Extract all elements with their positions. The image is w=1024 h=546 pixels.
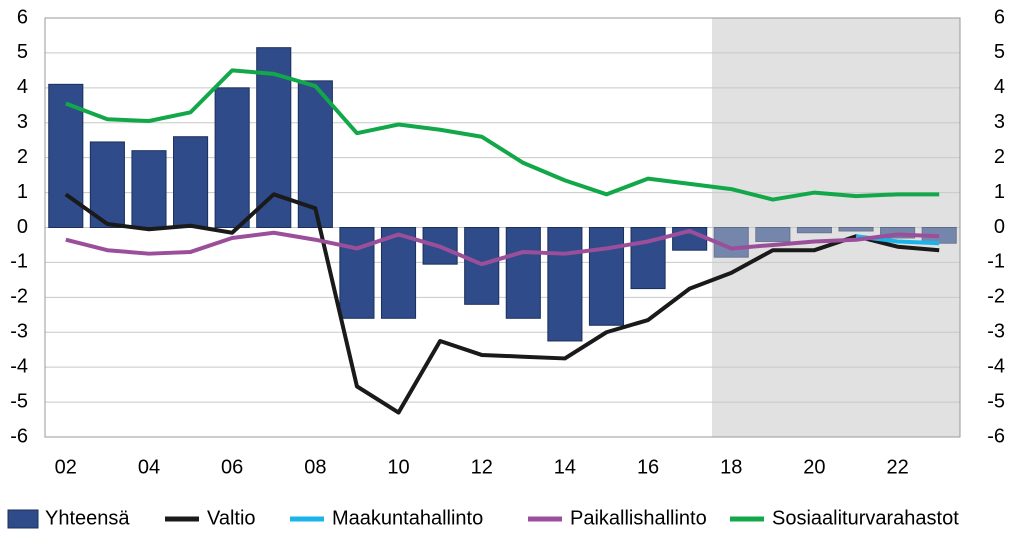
x-tick-label: 02: [55, 456, 77, 478]
x-tick-label: 16: [637, 456, 659, 478]
y2-tick-label: -3: [987, 321, 1005, 343]
y2-tick-label: -2: [987, 286, 1005, 308]
y-tick-label: -6: [10, 425, 28, 447]
y-tick-label: 0: [17, 216, 28, 238]
y-tick-label: 5: [17, 41, 28, 63]
legend-label: Paikallishallinto: [570, 507, 707, 529]
y-tick-label: 1: [17, 181, 28, 203]
x-tick-label: 22: [886, 456, 908, 478]
legend-label: Maakuntahallinto: [332, 507, 483, 529]
y2-tick-label: 5: [994, 41, 1005, 63]
x-tick-label: 04: [138, 456, 160, 478]
y-tick-label: -3: [10, 321, 28, 343]
bar: [505, 227, 541, 319]
bar: [48, 83, 84, 229]
y-tick-label: -2: [10, 286, 28, 308]
x-tick-label: 14: [554, 456, 576, 478]
y2-tick-label: 0: [994, 216, 1005, 238]
y2-tick-label: -6: [987, 425, 1005, 447]
y-tick-label: -4: [10, 355, 28, 377]
x-tick-label: 08: [304, 456, 326, 478]
plot-frame: [44, 17, 961, 438]
bar: [131, 150, 167, 228]
y-tick-label: -5: [10, 390, 28, 412]
x-tick-label: 12: [471, 456, 493, 478]
line: [65, 68, 940, 202]
y2-tick-label: 4: [994, 76, 1005, 98]
y2-tick-label: 2: [994, 146, 1005, 168]
y-tick-label: -1: [10, 251, 28, 273]
x-tick-label: 18: [720, 456, 742, 478]
line: [64, 192, 940, 415]
bar: [547, 227, 583, 342]
x-tick-label: 06: [221, 456, 243, 478]
x-tick-label: 10: [387, 456, 409, 478]
y-tick-label: 6: [17, 6, 28, 28]
bar: [422, 227, 458, 265]
y2-tick-label: -1: [987, 251, 1005, 273]
bar: [588, 227, 625, 326]
legend-label: Sosiaaliturvarahastot: [772, 507, 959, 529]
y2-tick-label: 1: [994, 181, 1005, 203]
legend-swatch: [7, 509, 39, 529]
bar: [214, 87, 250, 229]
bar: [173, 136, 209, 228]
y2-tick-label: -4: [987, 355, 1005, 377]
bar: [838, 227, 874, 232]
line: [65, 228, 940, 267]
x-tick-label: 20: [803, 456, 825, 478]
bar: [89, 141, 125, 228]
bar: [339, 227, 375, 319]
y2-tick-label: 3: [994, 111, 1005, 133]
legend-label: Yhteensä: [45, 507, 130, 529]
y2-tick-label: 6: [994, 6, 1005, 28]
bar: [380, 227, 417, 319]
legend-label: Valtio: [207, 507, 256, 529]
y-tick-label: 4: [17, 76, 28, 98]
y2-tick-label: -5: [987, 390, 1005, 412]
y-tick-label: 3: [17, 111, 28, 133]
bar: [755, 227, 791, 242]
y-tick-label: 2: [17, 146, 28, 168]
bar: [796, 227, 832, 234]
